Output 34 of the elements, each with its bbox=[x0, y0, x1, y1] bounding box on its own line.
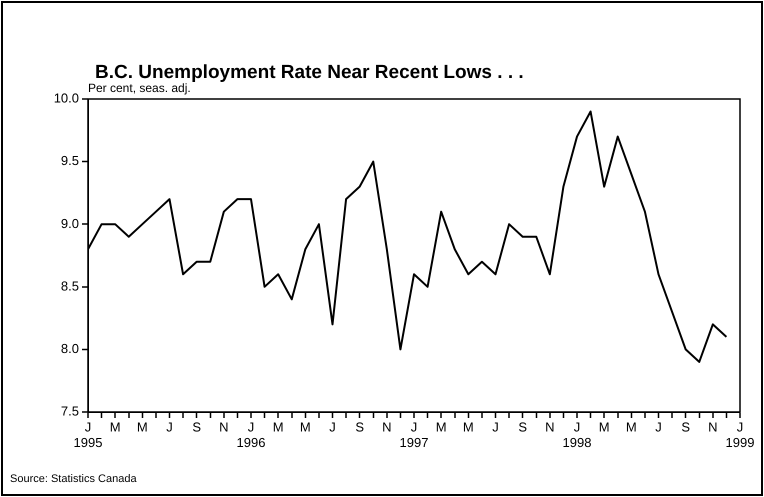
x-tick-label: J bbox=[655, 419, 662, 434]
y-tick-label: 9.5 bbox=[60, 153, 79, 168]
x-tick-label: M bbox=[436, 419, 447, 434]
y-axis-title: Per cent, seas. adj. bbox=[88, 81, 191, 95]
x-tick-label: S bbox=[681, 419, 690, 434]
x-tick-label: J bbox=[492, 419, 499, 434]
x-tick-label: M bbox=[598, 419, 610, 434]
x-tick-label: N bbox=[708, 419, 718, 434]
x-tick-label: J bbox=[166, 419, 173, 434]
y-tick-label: 7.5 bbox=[60, 404, 79, 419]
x-tick-label: N bbox=[382, 419, 392, 434]
x-tick-label: J 1996 bbox=[236, 419, 266, 450]
x-tick-label: N bbox=[219, 419, 229, 434]
x-tick-label: S bbox=[192, 419, 202, 434]
x-tick-label: S bbox=[518, 419, 528, 434]
y-tick-label: 8.0 bbox=[60, 340, 79, 356]
x-tick-label: J 1995 bbox=[74, 419, 102, 450]
y-tick-label: 8.5 bbox=[60, 278, 79, 294]
source-note: Source: Statistics Canada bbox=[10, 473, 137, 485]
x-tick-label: J 1999 bbox=[726, 419, 754, 450]
y-tick-label: 9.0 bbox=[60, 216, 79, 231]
x-tick-label: M bbox=[136, 419, 148, 434]
x-tick-label: S bbox=[355, 419, 364, 434]
x-tick-label: M bbox=[272, 419, 284, 434]
x-tick-label: M bbox=[626, 419, 637, 434]
x-tick-label: J bbox=[329, 419, 336, 434]
x-tick-label: M bbox=[110, 419, 121, 434]
x-tick-label: M bbox=[462, 419, 474, 434]
x-tick-label: J 1997 bbox=[400, 419, 428, 450]
y-tick-label: 10.0 bbox=[54, 90, 79, 106]
x-tick-label: J 1998 bbox=[562, 419, 592, 450]
chart-title: B.C. Unemployment Rate Near Recent Lows . . . bbox=[95, 62, 524, 83]
x-tick-label: N bbox=[545, 419, 555, 434]
x-tick-label: M bbox=[300, 419, 311, 434]
